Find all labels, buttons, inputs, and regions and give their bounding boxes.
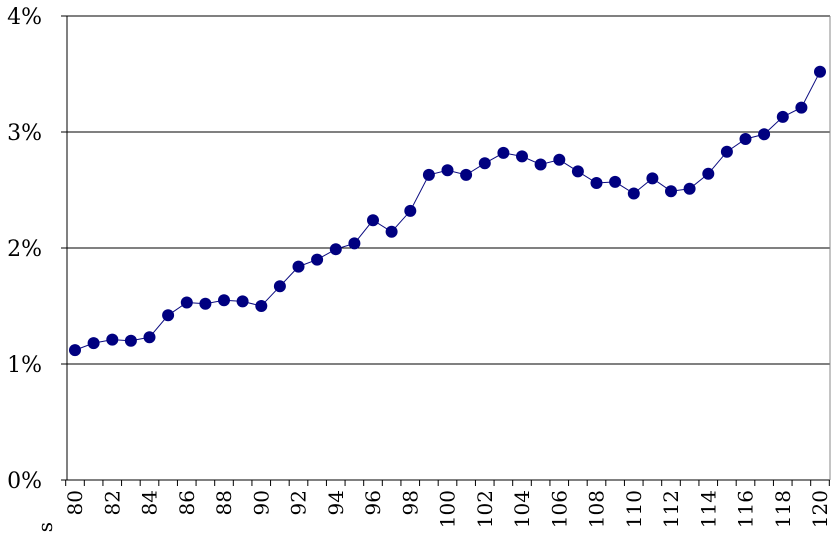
data-point (422, 168, 435, 181)
x-tick-label: 84 (138, 490, 162, 515)
y-tick-label: 3% (7, 121, 42, 146)
y-tick-label: 0% (7, 469, 42, 494)
x-axis-label: s (33, 522, 57, 532)
data-point (69, 344, 81, 357)
data-point (348, 237, 361, 250)
x-tick-label: 88 (212, 490, 236, 515)
x-tick-label: 92 (287, 490, 311, 515)
data-point (776, 110, 789, 123)
data-point (683, 182, 696, 195)
x-tick-label: 82 (100, 490, 124, 515)
data-point (516, 150, 528, 163)
data-point (627, 187, 640, 200)
data-point (609, 175, 622, 188)
x-tick-label: 102 (473, 490, 497, 528)
x-tick-label: 108 (585, 490, 609, 528)
x-tick-label: 120 (808, 490, 832, 528)
x-tick-label: 100 (436, 490, 460, 528)
data-point (720, 145, 733, 158)
data-point (590, 177, 603, 189)
data-point (534, 158, 547, 171)
y-tick-label: 1% (7, 353, 42, 378)
data-point (571, 165, 584, 178)
data-point (441, 164, 454, 177)
series-markers (69, 65, 826, 357)
data-point (478, 157, 491, 170)
data-point (702, 167, 715, 180)
data-point (143, 331, 156, 344)
x-tick-label: 86 (175, 490, 199, 515)
data-point (218, 294, 230, 307)
y-tick-label: 4% (7, 5, 42, 30)
x-tick-label: 106 (547, 490, 571, 528)
data-point (497, 146, 510, 159)
gridlines (67, 15, 830, 365)
data-point (124, 334, 137, 347)
data-point (236, 295, 249, 308)
x-tick-label: 94 (324, 490, 348, 515)
x-tick-label: 90 (249, 490, 273, 515)
data-point (404, 204, 417, 217)
data-point (292, 260, 305, 273)
data-point (367, 214, 379, 227)
data-point (273, 280, 286, 293)
data-point (385, 225, 398, 238)
data-point (87, 337, 100, 350)
x-tick-label: 96 (361, 490, 385, 515)
data-point (646, 172, 659, 185)
x-tick-label: 98 (398, 490, 422, 515)
data-point (795, 101, 808, 114)
x-tick-label: 114 (696, 490, 720, 528)
data-point (199, 297, 212, 310)
x-tick-label: 112 (659, 490, 683, 528)
x-tick-label: 80 (63, 490, 87, 515)
y-tick-label: 2% (7, 237, 42, 262)
x-tick-label: 110 (622, 490, 646, 528)
data-point (329, 243, 342, 256)
data-point (553, 153, 566, 166)
x-tick-label: 118 (771, 490, 795, 528)
data-point (739, 133, 752, 145)
data-point (758, 128, 771, 141)
data-point (665, 185, 677, 198)
x-tick-label: 104 (510, 490, 534, 528)
data-point (180, 296, 193, 309)
x-tick-labels: 80 82 84 86 88 90 92 94 96 98 100 102 104 106 108 110 11… (63, 490, 832, 528)
x-tick-label: 116 (734, 490, 758, 528)
data-point (162, 309, 175, 322)
data-point (814, 65, 826, 78)
data-point (460, 168, 473, 181)
data-point (311, 253, 324, 266)
axes (61, 15, 831, 486)
y-tick-labels: 0% 1% 2% 3% 4% (7, 5, 42, 494)
data-point (106, 333, 119, 346)
data-point (255, 300, 268, 312)
